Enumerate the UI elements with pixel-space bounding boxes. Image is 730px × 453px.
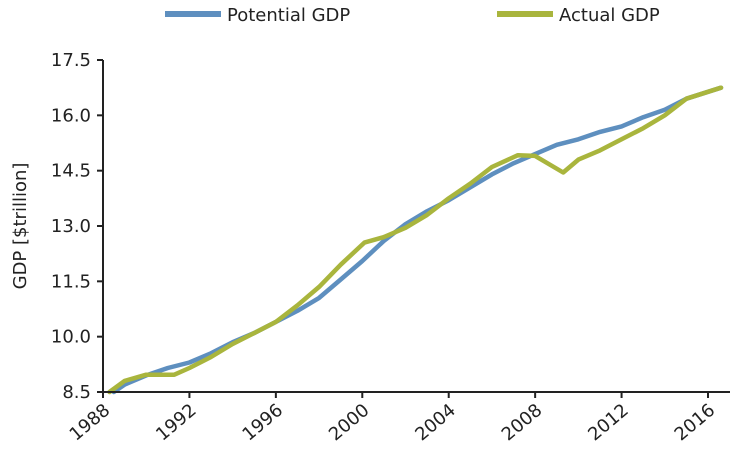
y-tick-label: 17.5 [51, 50, 91, 71]
y-tick-label: 11.5 [51, 271, 91, 292]
legend-swatch [497, 11, 553, 17]
y-tick-label: 14.5 [51, 161, 91, 182]
y-tick-label: 10.0 [51, 327, 91, 348]
x-tick-label: 1988 [66, 400, 115, 446]
series-layer [107, 85, 724, 395]
y-tick-label: 13.0 [51, 216, 91, 237]
legend-label: Actual GDP [559, 5, 660, 26]
y-tick-label: 8.5 [62, 382, 91, 403]
series-line-potential-gdp [111, 85, 724, 395]
y-tick-label: 16.0 [51, 105, 91, 126]
y-axis-title: GDP [$trillion] [10, 163, 31, 290]
axes: 8.5 10.0 11.5 13.0 14.5 16.0 17.5 1988 1992 1996 2… [51, 50, 730, 445]
series-line-actual-gdp [107, 85, 724, 395]
legend-swatch [165, 11, 221, 17]
x-tick-label: 2016 [671, 400, 720, 446]
x-tick-label: 2012 [584, 400, 633, 446]
x-tick-label: 2008 [498, 400, 547, 446]
x-tick-label: 2004 [411, 400, 460, 446]
legend: Potential GDP Actual GDP [165, 5, 660, 26]
x-tick-label: 1996 [238, 400, 287, 446]
legend-label: Potential GDP [227, 5, 350, 26]
x-tick-label: 1992 [152, 400, 201, 446]
x-tick-label: 2000 [325, 400, 374, 446]
